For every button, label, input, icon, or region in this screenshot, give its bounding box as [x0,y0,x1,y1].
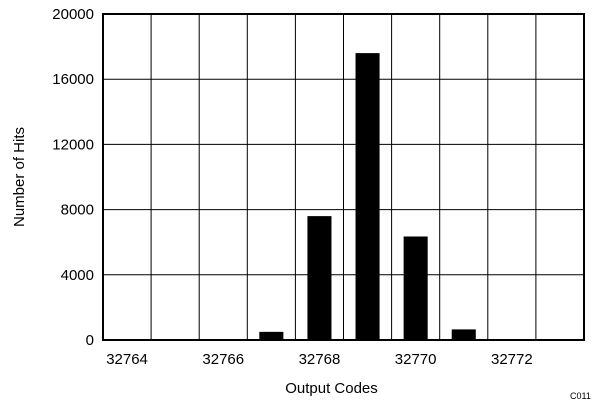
figure-code-label: C011 [570,391,591,401]
x-tick-labels: 32764 32766 32768 32770 32772 [106,351,533,368]
bar [259,331,284,340]
x-axis-title: Output Codes [285,380,378,397]
plot-frame [102,13,585,341]
bar [355,53,380,341]
x-tick-label: 32766 [202,351,244,368]
x-tick-label: 32764 [106,351,148,368]
bar [307,216,332,340]
y-tick-label: 12000 [52,136,94,153]
y-tick-label: 16000 [52,71,94,88]
y-tick-labels: 0 4000 8000 12000 16000 20000 [52,6,94,349]
y-tick-label: 4000 [61,267,94,284]
y-tick-label: 20000 [52,6,94,23]
bar [451,329,476,340]
grid-lines [103,13,585,341]
y-tick-label: 0 [86,332,94,349]
y-tick-label: 8000 [61,202,94,219]
bars [259,53,476,341]
x-tick-label: 32770 [395,351,437,368]
bar [403,236,428,340]
x-tick-label: 32768 [299,351,341,368]
x-tick-label: 32772 [491,351,533,368]
y-axis-title: Number of Hits [11,127,28,227]
